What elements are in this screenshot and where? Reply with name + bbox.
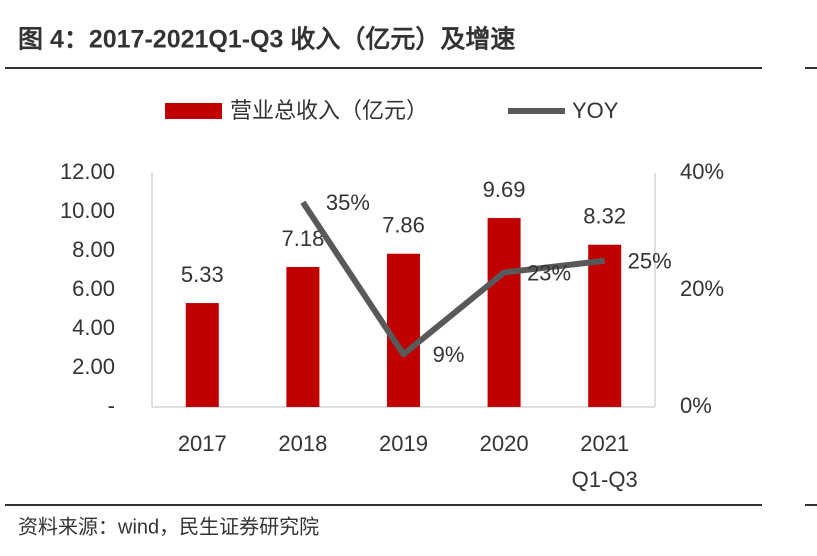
- chart-title: 图 4：2017-2021Q1-Q3 收入（亿元）及增速: [18, 25, 515, 54]
- value-label: 7.86: [382, 213, 425, 238]
- line-label: 23%: [527, 260, 571, 285]
- y-tick-label: 4.00: [72, 315, 115, 340]
- y2-tick-label: 0%: [680, 393, 712, 418]
- x-tick-label: 2021 Q1-Q3: [572, 431, 638, 492]
- y-tick-label: 8.00: [72, 237, 115, 262]
- yoy-line: [300, 200, 606, 358]
- legend-label: YOY: [572, 98, 619, 123]
- legend-label: 营业总收入（亿元）: [230, 98, 428, 123]
- y-tick-label: 10.00: [60, 198, 115, 223]
- y2-tick-label: 40%: [680, 159, 724, 184]
- line-label: 25%: [628, 249, 672, 274]
- x-tick-label: 2020: [480, 431, 529, 456]
- source: 资料来源：wind，民生证券研究院: [18, 515, 319, 538]
- x-tick-label: 2017: [178, 431, 227, 456]
- legend-swatch: [165, 103, 222, 119]
- bar: [588, 244, 622, 407]
- x-tick-label: 2018: [278, 431, 327, 456]
- line-label: 9%: [433, 342, 465, 367]
- bar: [185, 303, 219, 407]
- value-label: 5.33: [181, 262, 224, 287]
- line-label: 35%: [326, 190, 370, 215]
- y-tick-label: -: [108, 393, 115, 418]
- y-tick-label: 12.00: [60, 159, 115, 184]
- bar: [387, 253, 420, 407]
- y-tick-label: 6.00: [72, 276, 115, 301]
- value-label: 7.18: [281, 226, 324, 251]
- y2-tick-label: 20%: [680, 276, 724, 301]
- value-label: 9.69: [483, 177, 526, 202]
- bar: [286, 266, 320, 407]
- value-label: 8.32: [583, 204, 626, 229]
- bar: [487, 218, 521, 407]
- y-tick-label: 2.00: [72, 354, 115, 379]
- x-tick-label: 2019: [379, 431, 428, 456]
